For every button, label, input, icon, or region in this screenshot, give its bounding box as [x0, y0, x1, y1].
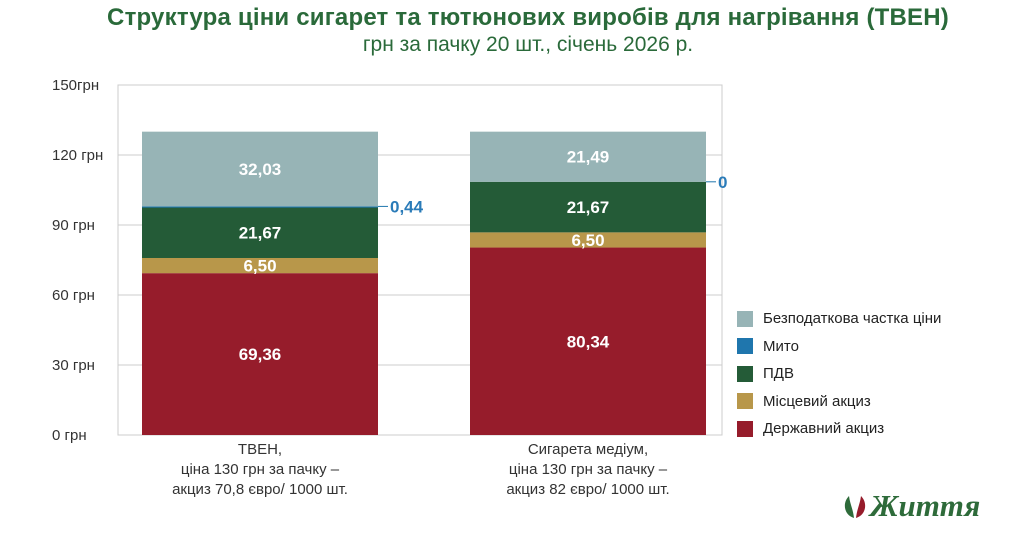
legend-label: ПДВ — [763, 365, 794, 383]
data-label: 0 — [718, 173, 727, 192]
x-category-label: ТВЕН, — [238, 441, 282, 458]
data-label: 6,50 — [243, 257, 276, 276]
leaf-icon — [844, 496, 866, 518]
legend-swatch — [737, 393, 753, 410]
data-label: 6,50 — [571, 231, 604, 250]
legend-item: Місцевий акциз — [737, 388, 941, 416]
x-category-label: акциз 82 євро/ 1000 шт. — [506, 481, 669, 498]
bar-segment — [142, 131, 378, 207]
legend-label: Державний акциз — [763, 420, 885, 438]
y-tick-label: 30 грн — [52, 357, 95, 374]
chart-title: Структура ціни сигарет та тютюнових виро… — [107, 4, 949, 31]
bar-segment — [470, 181, 706, 233]
bar-layer — [142, 131, 706, 435]
legend: Безподаткова частка ціни Мито ПДВ Місцевий … — [737, 305, 941, 443]
x-category-label: ціна 130 грн за пачку – — [181, 461, 340, 478]
label-layer: 0 грн 30 грн 60 грн 90 грн 120 грн 150грн 69,3… — [52, 77, 727, 498]
bar-segment — [470, 131, 706, 182]
data-label: 21,49 — [567, 148, 610, 167]
chart-subtitle: грн за пачку 20 шт., січень 2026 р. — [362, 33, 694, 56]
legend-swatch — [737, 420, 753, 437]
legend-label: Місцевий акциз — [763, 392, 871, 410]
data-label: 80,34 — [567, 332, 610, 351]
legend-label: Безподаткова частка ціни — [763, 310, 942, 328]
y-tick-label: 0 грн — [52, 427, 87, 444]
y-tick-label: 90 грн — [52, 217, 95, 234]
data-label: 21,67 — [567, 198, 610, 217]
legend-swatch — [737, 365, 753, 382]
legend-item: Мито — [737, 333, 941, 361]
data-label: 21,67 — [239, 224, 282, 243]
bar-segment — [470, 247, 706, 435]
x-category-label: Сигарета медіум, — [528, 441, 648, 458]
x-category-label: ціна 130 грн за пачку – — [509, 461, 668, 478]
y-tick-label: 60 грн — [52, 287, 95, 304]
legend-item: ПДВ — [737, 360, 941, 388]
logo: Життя — [840, 488, 980, 524]
data-label: 69,36 — [239, 345, 282, 364]
data-label: 0,44 — [390, 197, 424, 216]
bar-segment — [142, 207, 378, 258]
legend-item: Безподаткова частка ціни — [737, 305, 941, 333]
bar-segment — [142, 206, 378, 208]
legend-swatch — [737, 338, 753, 355]
y-tick-label: 150грн — [52, 77, 99, 94]
bar-segment — [470, 232, 706, 248]
legend-label: Мито — [763, 337, 799, 355]
y-tick-label: 120 грн — [52, 147, 103, 164]
logo-text: Життя — [870, 488, 981, 523]
legend-swatch — [737, 310, 753, 327]
x-category-label: акциз 70,8 євро/ 1000 шт. — [172, 481, 348, 498]
data-label: 32,03 — [239, 160, 282, 179]
bar-segment — [142, 257, 378, 274]
legend-item: Державний акциз — [737, 415, 941, 443]
bar-segment — [142, 273, 378, 435]
